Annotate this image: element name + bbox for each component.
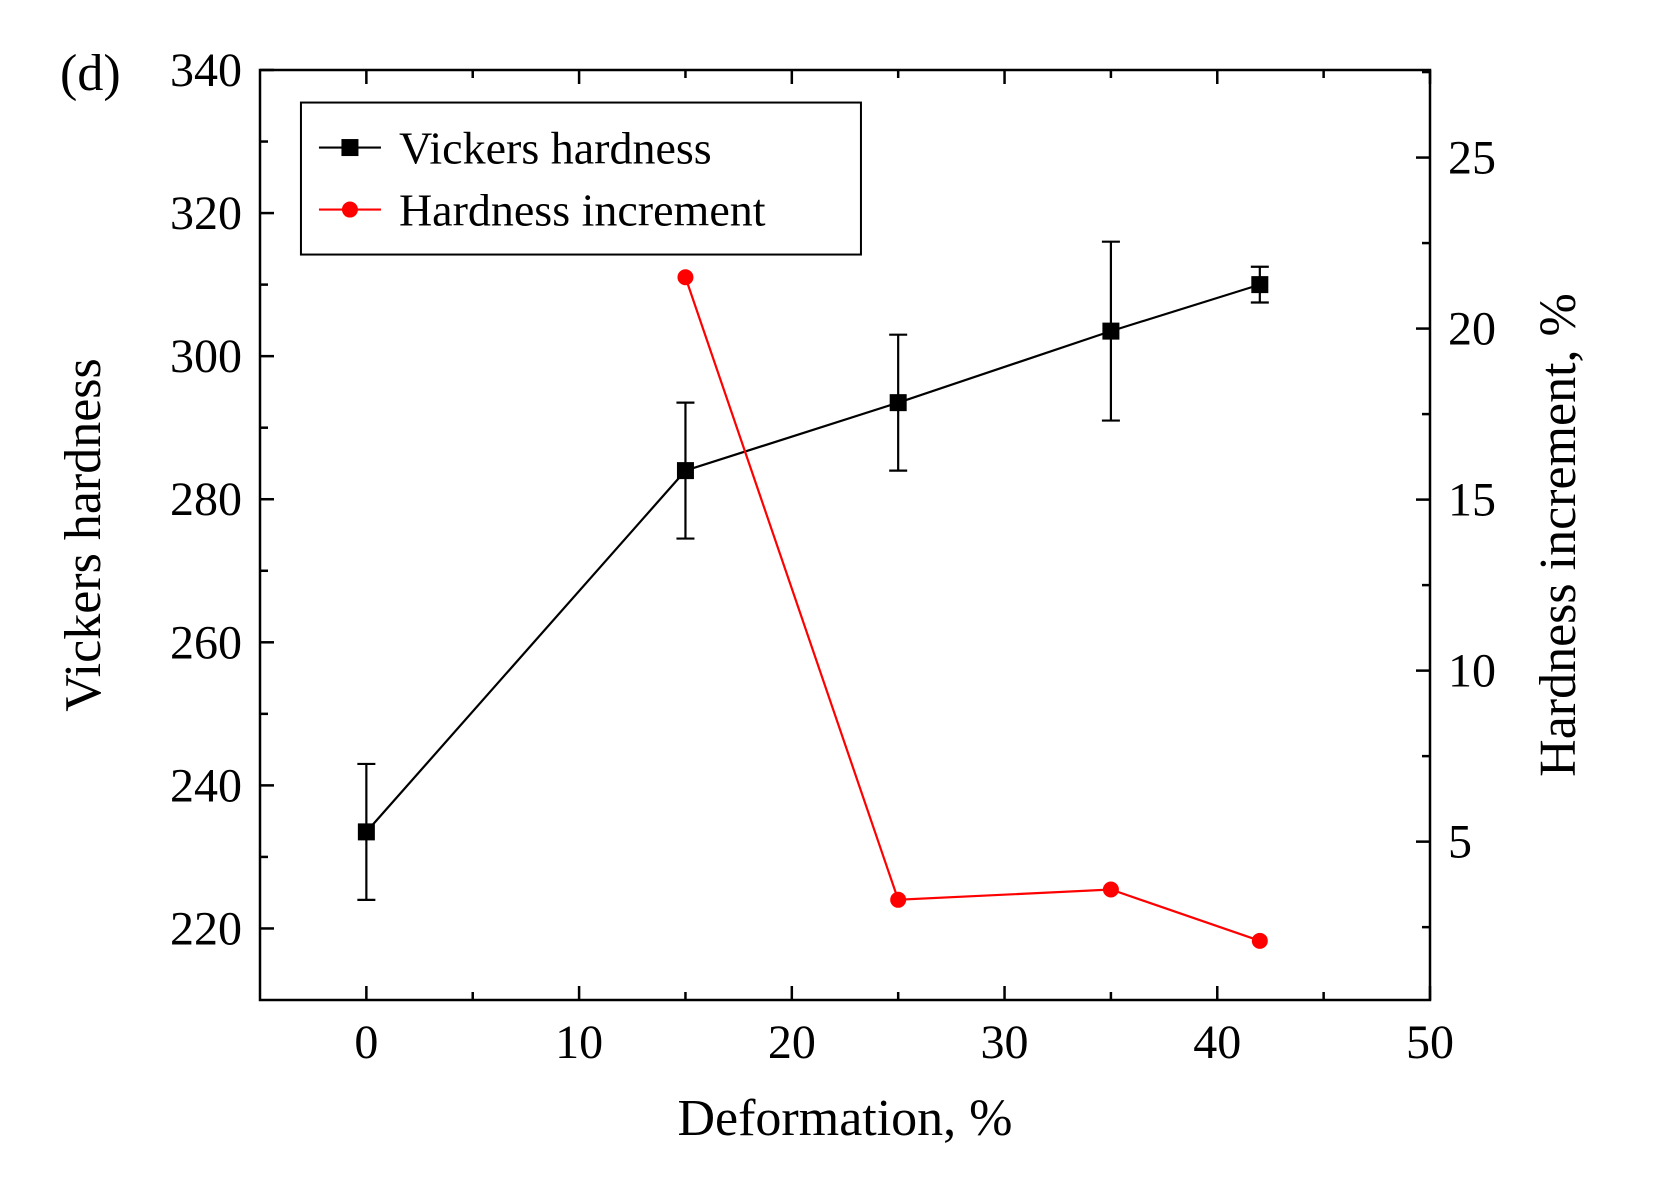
y-left-tick-label: 240 [170,759,242,812]
y-right-tick-label: 5 [1448,816,1472,869]
chart: (d) 0 10 20 30 40 50 Deformation, % 220 240 260 280… [0,0,1680,1200]
y-right-axis-label: Hardness increment, % [1530,293,1587,777]
data-point [677,463,693,479]
y-right-tick-label: 25 [1448,132,1496,185]
legend-marker [342,140,358,156]
x-tick-label: 30 [981,1016,1029,1069]
data-point [1103,882,1118,897]
legend-label: Hardness increment [399,185,766,236]
data-point [358,824,374,840]
y-left-tick-label: 340 [170,44,242,97]
x-tick-label: 10 [555,1016,603,1069]
y-left-tick-label: 220 [170,902,242,955]
data-point [1252,933,1267,948]
y-right-tick-label: 10 [1448,645,1496,698]
y-right-tick-label: 20 [1448,303,1496,356]
x-tick-label: 0 [354,1016,378,1069]
data-point [1252,277,1268,293]
data-point [891,892,906,907]
x-tick-label: 40 [1193,1016,1241,1069]
y-left-tick-label: 320 [170,187,242,240]
y-left-tick-label: 260 [170,616,242,669]
panel-label: (d) [60,45,121,102]
y-left-tick-label: 300 [170,330,242,383]
x-tick-label: 50 [1406,1016,1454,1069]
data-point [890,395,906,411]
data-point [1103,323,1119,339]
data-point [678,270,693,285]
y-left-tick-label: 280 [170,473,242,526]
y-right-tick-label: 15 [1448,474,1496,527]
y-left-axis-label: Vickers hardness [55,358,112,712]
x-tick-label: 20 [768,1016,816,1069]
x-axis-label: Deformation, % [677,1090,1012,1147]
legend-marker [342,202,357,217]
legend-label: Vickers hardness [399,123,712,174]
